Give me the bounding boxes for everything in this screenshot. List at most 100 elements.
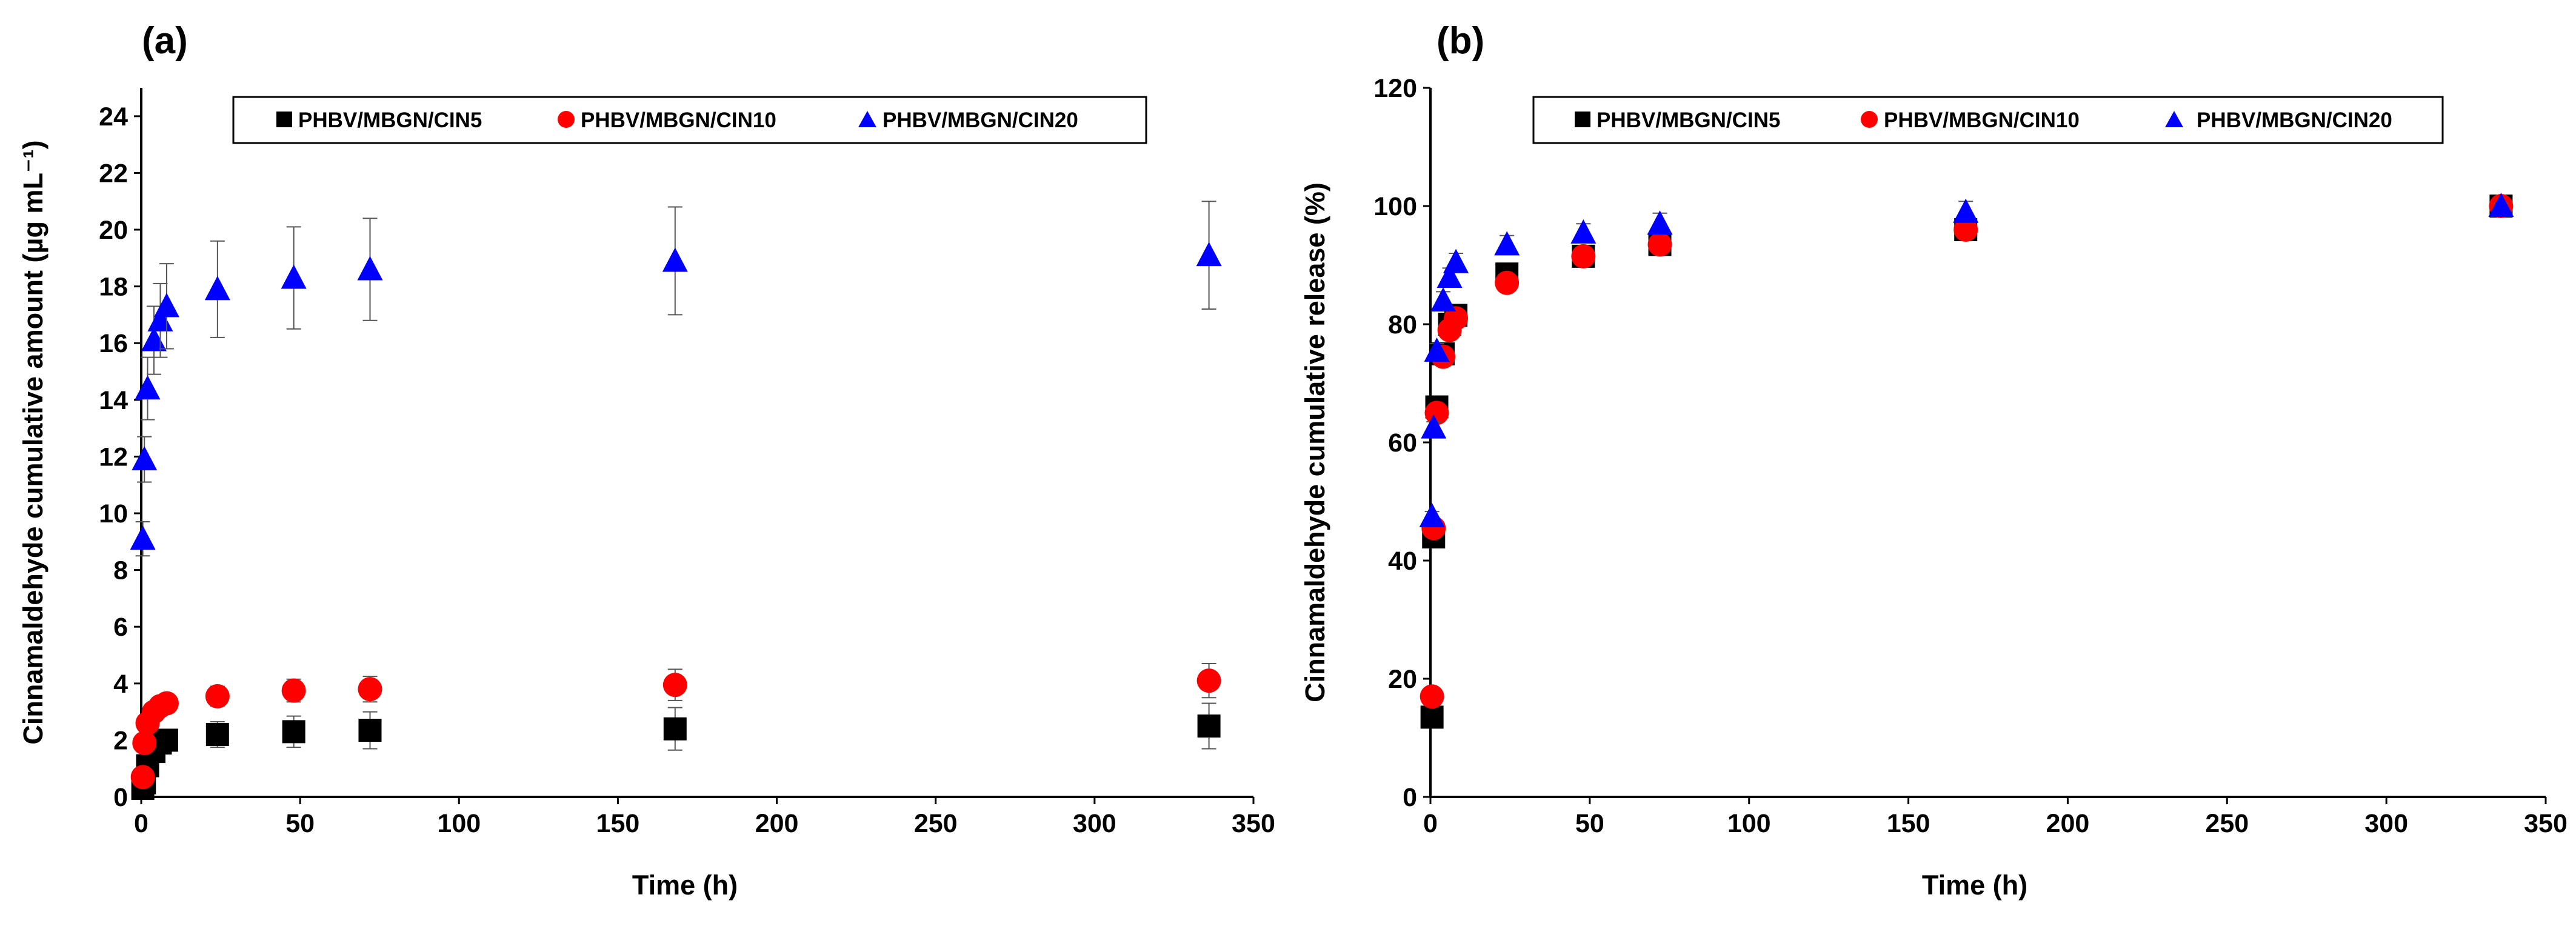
data-point-circle <box>1647 232 1672 257</box>
data-point-circle <box>1424 401 1449 425</box>
data-point-triangle <box>1570 219 1597 244</box>
data-point-triangle <box>662 247 688 272</box>
data-point-triangle <box>1647 210 1673 235</box>
data-point-triangle <box>1421 414 1447 439</box>
panel-a: (a) Cinnamaldehyde cumulative amount (µg… <box>18 20 1275 901</box>
panel-a-x-tick-label: 350 <box>1232 809 1275 838</box>
panel-a-legend: PHBV/MBGN/CIN5 PHBV/MBGN/CIN10 PHBV/MBGN… <box>232 96 1147 144</box>
panel-a-y-tick-label: 10 <box>99 499 128 528</box>
panel-a-legend-label-cin10: PHBV/MBGN/CIN10 <box>581 108 776 132</box>
data-point-triangle <box>1953 198 1979 223</box>
panel-a-label: (a) <box>142 20 188 62</box>
panel-a-y-tick-label: 24 <box>99 102 128 132</box>
panel-a-legend-entry-cin20: PHBV/MBGN/CIN20 <box>858 108 1078 132</box>
panel-a-x-tick-label: 300 <box>1073 809 1116 838</box>
panel-a-y-tick-label: 0 <box>113 783 128 812</box>
panel-a-series-PHBV/MBGN/CIN10 <box>130 663 1221 790</box>
panel-b-x-tick-label: 250 <box>2205 809 2249 838</box>
panel-a-legend-entry-cin10: PHBV/MBGN/CIN10 <box>558 108 776 132</box>
legend-circle-marker-icon <box>1861 111 1878 128</box>
data-point-circle <box>1196 668 1221 693</box>
data-point-triangle <box>1419 502 1445 527</box>
panel-a-legend-label-cin5: PHBV/MBGN/CIN5 <box>298 108 482 132</box>
data-point-square <box>1197 714 1221 738</box>
panel-a-x-tick-label: 150 <box>596 809 640 838</box>
panel-b-y-tick-label: 100 <box>1373 192 1417 221</box>
data-point-triangle <box>1436 264 1463 288</box>
panel-a-y-tick-label: 14 <box>99 386 128 415</box>
legend-triangle-marker-icon <box>2165 111 2183 127</box>
data-point-circle <box>1571 244 1596 268</box>
data-point-circle <box>358 677 382 702</box>
panel-b-x-tick-label: 100 <box>1727 809 1771 838</box>
panel-b-series-PHBV/MBGN/CIN20 <box>1419 193 2514 527</box>
legend-square-marker-icon <box>1575 112 1590 127</box>
data-point-triangle <box>135 375 161 400</box>
panel-a-series-PHBV/MBGN/CIN20 <box>130 201 1222 557</box>
panel-a-legend-box <box>232 96 1147 144</box>
panel-b-x-tick-label: 200 <box>2046 809 2090 838</box>
panel-a-y-tick-label: 8 <box>113 556 128 585</box>
panel-b: (b) Cinnamaldehyde cumulative release (%… <box>1300 20 2568 901</box>
data-point-triangle <box>1443 248 1469 273</box>
panel-a-y-tick-label: 20 <box>99 216 128 245</box>
data-point-square <box>282 720 305 744</box>
panel-b-legend: PHBV/MBGN/CIN5 PHBV/MBGN/CIN10 PHBV/MBGN… <box>1532 96 2444 144</box>
panel-b-y-tick-label: 80 <box>1388 310 1417 339</box>
panel-b-legend-box <box>1532 96 2444 144</box>
panel-b-y-tick-label: 120 <box>1373 74 1417 103</box>
panel-a-y-axis-title: Cinnamaldehyde cumulative amount (µg mL⁻… <box>18 140 48 744</box>
data-point-square <box>1420 705 1444 729</box>
panel-a-y-tick-label: 16 <box>99 329 128 358</box>
panel-b-x-axis-title: Time (h) <box>1922 870 2027 901</box>
panel-b-label: (b) <box>1436 20 1484 62</box>
data-point-square <box>663 717 687 741</box>
panel-a-x-tick-label: 50 <box>285 809 315 838</box>
panel-b-legend-entry-cin10: PHBV/MBGN/CIN10 <box>1861 108 2080 132</box>
panel-a-x-tick-label: 250 <box>914 809 958 838</box>
panel-b-x-tick-label: 150 <box>1887 809 1930 838</box>
data-point-triangle <box>281 264 307 289</box>
panel-b-x-tick-label: 300 <box>2364 809 2408 838</box>
panel-a-y-tick-label: 22 <box>99 159 128 188</box>
panel-b-x-tick-label: 350 <box>2524 809 2568 838</box>
panel-a-y-tick-label: 18 <box>99 273 128 302</box>
data-point-triangle <box>1494 231 1520 256</box>
legend-square-marker-icon <box>276 112 292 127</box>
panel-a-plot: 0 50 100 150 200 250 300 350 0 24 6 8 10 12 14 16 18 20 22… <box>99 88 1275 838</box>
data-point-triangle <box>1424 337 1450 362</box>
data-point-circle <box>130 765 155 790</box>
data-point-circle <box>1444 306 1469 331</box>
data-point-circle <box>1954 218 1978 242</box>
data-point-circle <box>281 678 306 703</box>
data-point-square <box>205 723 229 747</box>
panel-b-legend-label-cin20: PHBV/MBGN/CIN20 <box>2197 108 2392 132</box>
panel-a-x-tick-label: 0 <box>134 809 148 838</box>
data-point-triangle <box>132 446 158 471</box>
panel-a-y-tick-label: 6 <box>113 613 128 642</box>
panel-b-y-tick-label: 40 <box>1388 547 1417 576</box>
panel-b-y-tick-label: 0 <box>1403 783 1417 812</box>
data-point-triangle <box>2488 193 2514 217</box>
data-point-square <box>358 719 382 742</box>
data-point-triangle <box>357 256 383 281</box>
panel-a-legend-entry-cin5: PHBV/MBGN/CIN5 <box>276 108 482 132</box>
data-point-circle <box>1420 684 1444 709</box>
panel-b-y-tick-label: 60 <box>1388 428 1417 458</box>
panel-a-x-tick-label: 100 <box>437 809 481 838</box>
legend-triangle-marker-icon <box>858 111 876 127</box>
panel-a-y-tick-label: 4 <box>113 670 128 699</box>
panel-b-plot: 0 50 100 150 200 250 300 350 0 20 40 60 80 100 120 <box>1373 74 2568 838</box>
panel-b-x-tick-label: 50 <box>1575 809 1604 838</box>
panel-b-legend-label-cin5: PHBV/MBGN/CIN5 <box>1597 108 1780 132</box>
panel-a-x-tick-label: 200 <box>755 809 799 838</box>
data-point-circle <box>662 673 687 698</box>
panel-a-y-tick-label: 12 <box>99 442 128 471</box>
data-point-circle <box>205 684 230 708</box>
data-point-circle <box>132 731 157 756</box>
panel-b-y-axis-title: Cinnamaldehyde cumulative release (%) <box>1300 182 1330 702</box>
data-point-circle <box>1495 270 1520 295</box>
panel-b-y-tick-label: 20 <box>1388 665 1417 694</box>
data-point-triangle <box>1430 287 1457 311</box>
